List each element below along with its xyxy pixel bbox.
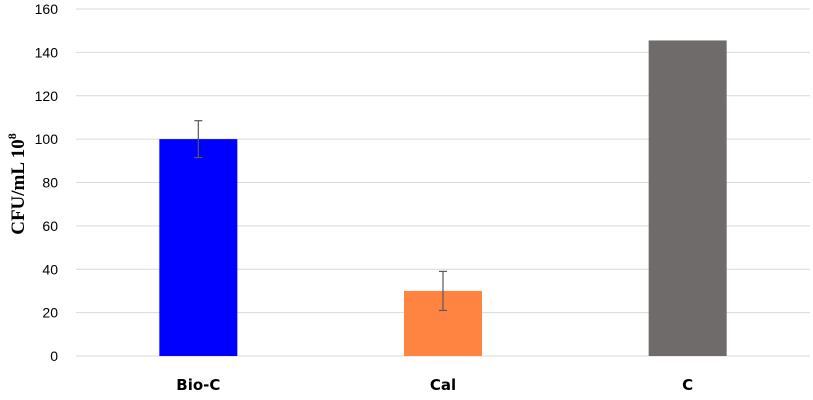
- x-tick-label: Bio-C: [176, 376, 220, 394]
- y-axis-label: CFU/mL 108: [5, 133, 29, 235]
- y-tick-label: 120: [35, 88, 59, 104]
- bar-bio-c: [159, 139, 238, 356]
- error-bar-cal: [439, 270, 447, 312]
- y-tick-label: 100: [35, 131, 59, 147]
- y-tick-label: 60: [42, 218, 58, 234]
- x-tick-label: Cal: [430, 376, 456, 394]
- y-tick-label: 140: [35, 44, 59, 60]
- x-axis-labels: Bio-C Cal C: [176, 376, 693, 394]
- y-tick-label: 0: [50, 348, 58, 364]
- bars: [159, 40, 727, 357]
- y-axis-label-text: CFU/mL 10: [8, 139, 29, 235]
- error-bars: [194, 120, 447, 312]
- error-bar-bio-c: [194, 120, 203, 159]
- y-tick-label: 40: [42, 261, 58, 277]
- y-axis-ticks: 0 20 40 60 80 100 120 140 160: [35, 1, 59, 364]
- x-tick-label: C: [682, 376, 693, 394]
- y-tick-label: 20: [42, 305, 58, 321]
- y-tick-label: 160: [35, 1, 59, 17]
- y-tick-label: 80: [42, 175, 58, 191]
- bar-c: [648, 40, 727, 357]
- y-axis-label-superscript: 8: [5, 133, 19, 139]
